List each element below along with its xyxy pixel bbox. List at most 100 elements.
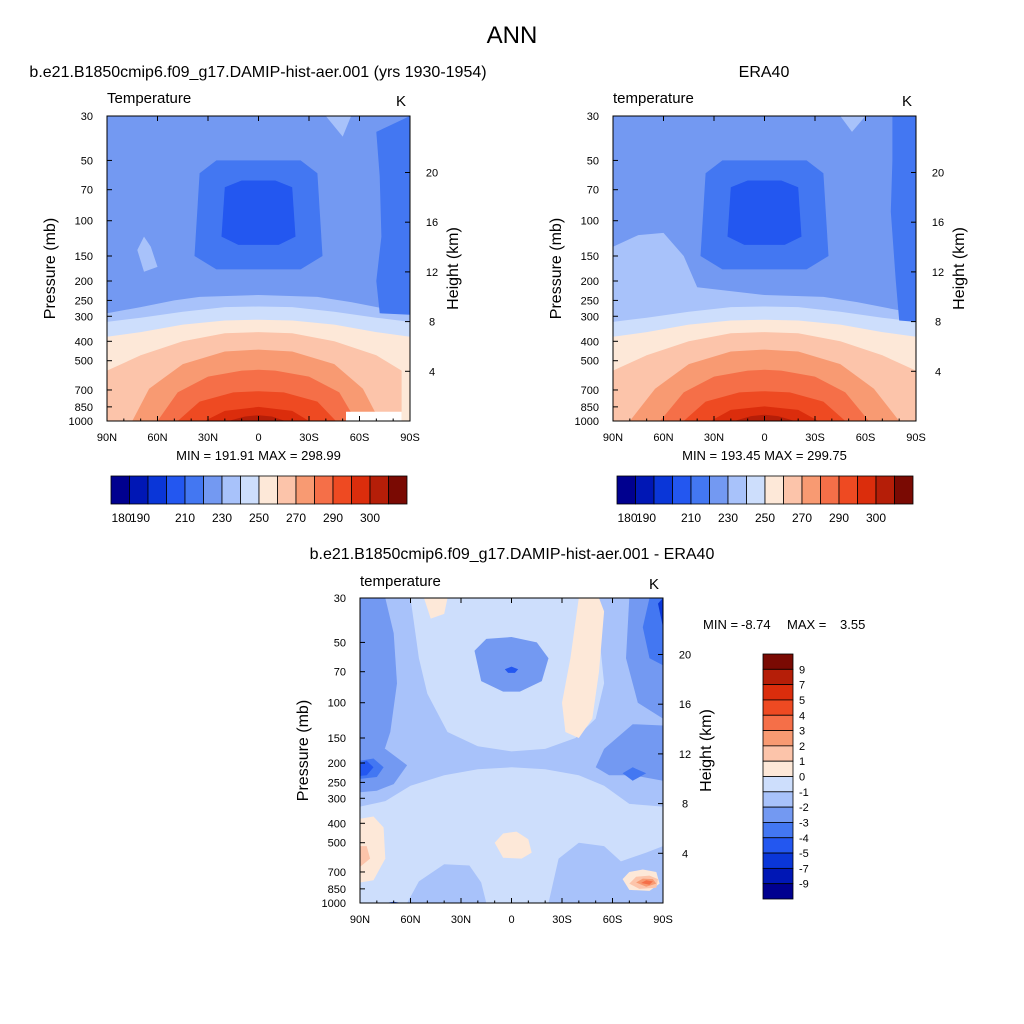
colorbar-label: 290 [829,511,849,525]
colorbar-box [875,475,895,505]
y-tick-label: 1000 [575,416,599,428]
colorbar-box [203,475,223,505]
y-tick-label: 70 [81,185,93,197]
y-tick-label: 1000 [322,898,346,910]
y-tick-label: 200 [581,276,599,288]
y-tick-label: 50 [334,637,346,649]
colorbar-label: 190 [130,511,150,525]
colorbar-label: 3 [799,726,805,738]
panel-2: ERA40 temperature K 90N 60N 30N 0 30S 60S 90S 30 50… [548,64,968,525]
contour-band-c290 [710,406,819,421]
units-label: K [902,93,912,110]
y2-axis-label: Height (km) [698,709,715,792]
y-tick-label: 700 [328,867,346,879]
max-label: MAX = [787,617,826,632]
colorbar-box [764,475,784,505]
contour-band-p4a [641,880,653,885]
y2-tick-label: 8 [682,799,688,811]
colorbar-label: 250 [755,511,775,525]
colorbar-label: 4 [799,710,805,722]
colorbar-box [762,684,794,701]
contour-band-c285 [683,391,846,421]
y2-axis-label: Height (km) [445,227,462,310]
min-max-stats: MIN = -8.74 MAX = 3.55 [703,617,865,632]
variable-label: temperature [360,573,441,590]
colorbar-box [762,822,794,839]
variable-label: temperature [613,90,694,107]
y2-tick-label: 16 [932,217,944,229]
y-tick-label: 850 [328,884,346,896]
y-tick-label: 100 [328,698,346,710]
contour-band-c290 [204,406,309,421]
x-tick-label: 0 [761,432,767,444]
x-tick-label: 0 [508,914,514,926]
x-tick-label: 60S [856,432,876,444]
y2-tick-label: 20 [932,167,944,179]
colorbar-label: 7 [799,680,805,692]
contour-band-p2a [360,846,371,867]
contour-band-p1b [494,831,532,859]
contour-plot [360,598,663,903]
contour-band-m5a [360,760,374,776]
colorbar-label: 290 [323,511,343,525]
y-tick-label: 850 [75,402,93,414]
colorbar-box [762,852,794,869]
colorbar-box [653,475,673,505]
contour-band-c237 [137,236,158,272]
colorbar-label: -4 [799,833,809,845]
colorbar-box [690,475,710,505]
colorbar-box [762,745,794,762]
y-tick-label: 500 [75,356,93,368]
y-axis-label: Pressure (mb) [42,218,59,319]
y-tick-label: 700 [75,385,93,397]
y-tick-label: 700 [581,385,599,397]
colorbar-box [147,475,167,505]
colorbar-box [894,475,914,505]
colorbar-box [762,867,794,885]
min-label: MIN = [703,617,738,632]
colorbar-box [857,475,877,505]
x-tick-label: 30N [704,432,724,444]
contour-band-m5b [504,666,519,673]
panel-title: b.e21.B1850cmip6.f09_g17.DAMIP-hist-aer.… [29,64,486,81]
x-tick-label: 60S [350,432,370,444]
colorbar-box [762,837,794,854]
colorbar-box [314,475,334,505]
contour-band-p1a [360,816,386,883]
y-tick-label: 30 [334,593,346,605]
x-tick-label: 30N [451,914,471,926]
y2-tick-label: 12 [932,267,944,279]
colorbar-box [351,475,371,505]
colorbar-box [332,475,352,505]
colorbar-box [762,806,794,823]
min-max-stats: MIN = 193.45 MAX = 299.75 [682,448,847,463]
colorbar-box [762,714,794,731]
colorbar-box [762,883,794,900]
colorbar-box [277,475,297,505]
x-tick-label: 60N [400,914,420,926]
y-tick-label: 70 [587,185,599,197]
colorbar-box [762,653,794,670]
contour-band-m3a [360,598,397,768]
y-tick-label: 100 [581,216,599,228]
y-tick-label: 250 [581,295,599,307]
x-tick-label: 90S [906,432,926,444]
min-max-stats: MIN = 191.91 MAX = 298.99 [176,448,341,463]
x-tick-label: 90S [653,914,673,926]
colorbar-label: 2 [799,741,805,753]
contour-band-m4a [642,598,663,666]
y-tick-label: 500 [328,838,346,850]
colorbar-label: 230 [212,511,232,525]
panel-title: ERA40 [739,64,790,81]
y-tick-label: 70 [334,667,346,679]
y-tick-label: 300 [75,311,93,323]
colorbar-label: -9 [799,879,809,891]
colorbar-box [820,475,840,505]
colorbar-box [746,475,766,505]
colorbar-box [762,776,794,793]
colorbar-box [762,730,794,747]
contour-band-c225 [376,116,410,315]
colorbar-label: -5 [799,848,809,860]
contour-plot [613,116,916,421]
